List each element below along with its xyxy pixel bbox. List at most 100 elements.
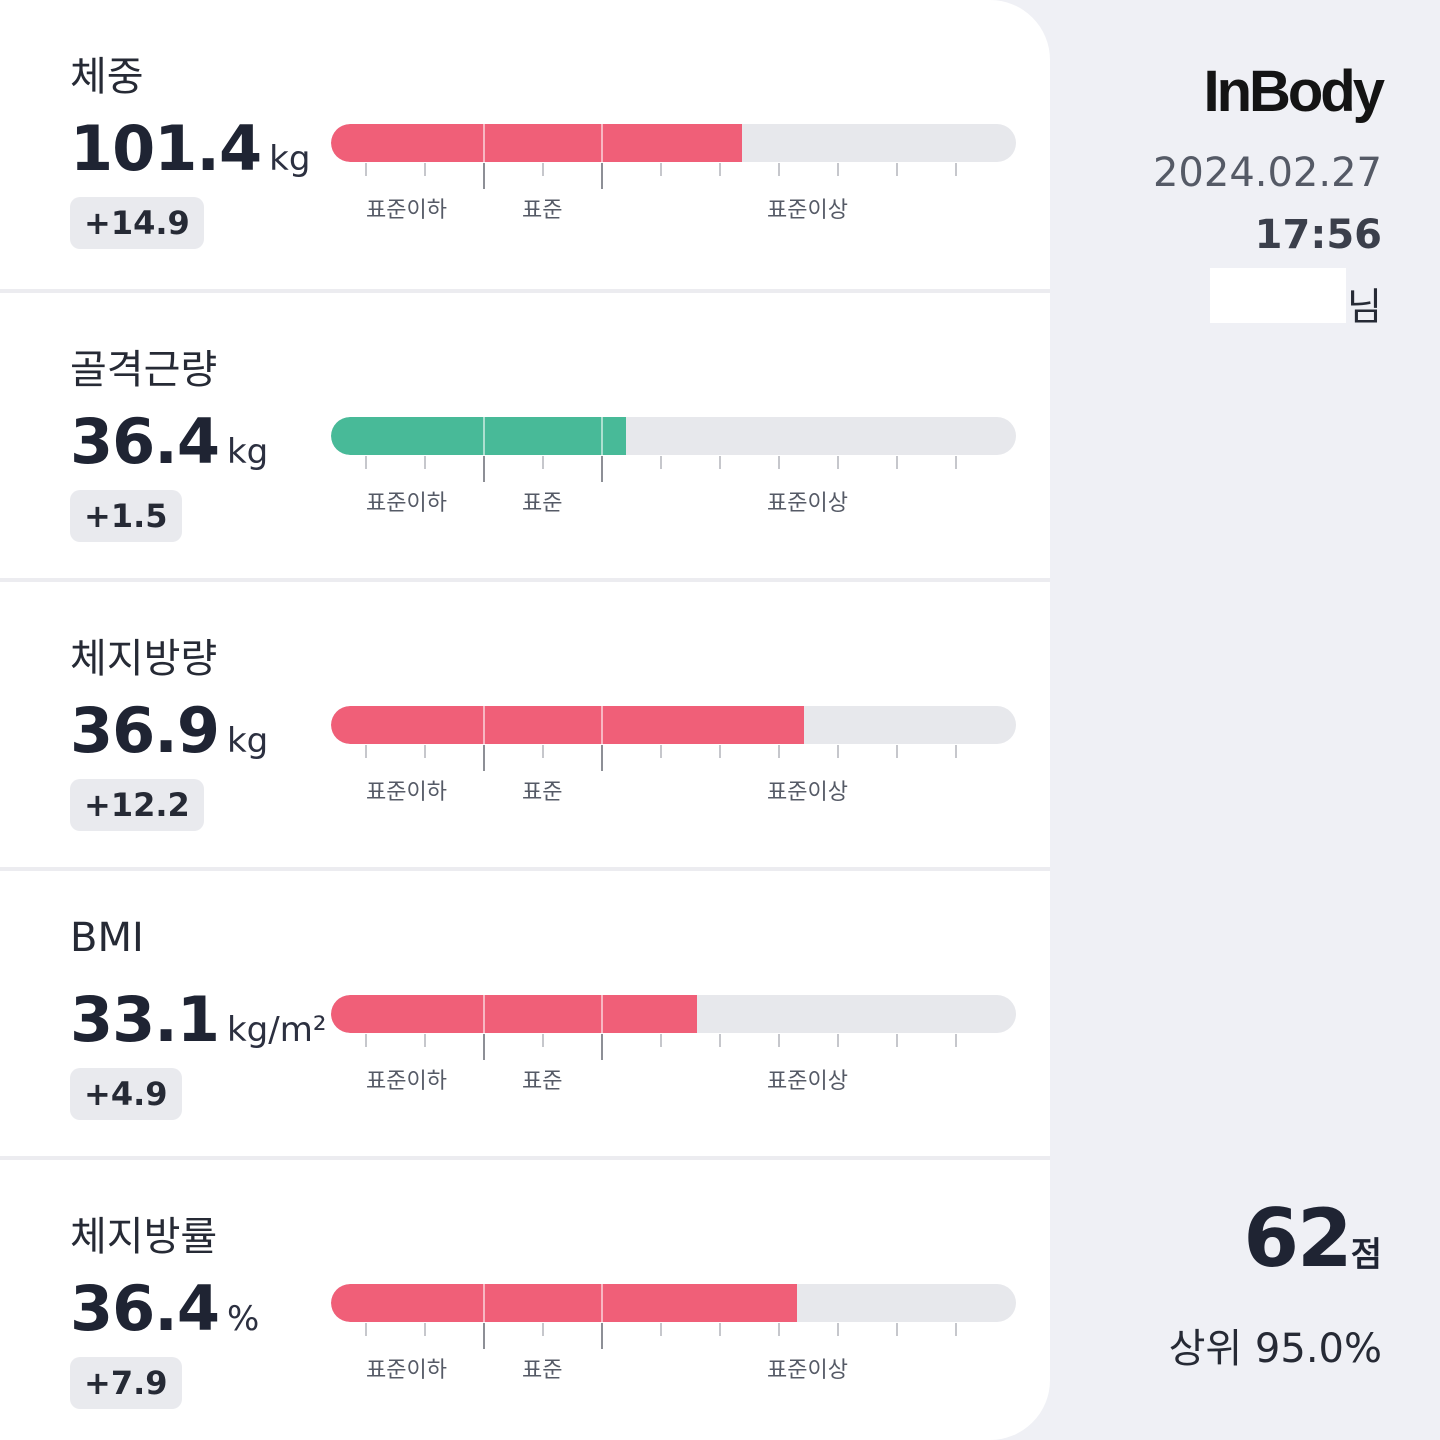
metric-delta-badge: +12.2 (70, 779, 204, 831)
scale-major-tick (601, 1323, 603, 1349)
scale-tick (365, 1323, 367, 1336)
scale-tick (660, 163, 662, 176)
metric-unit: % (226, 1299, 260, 1339)
scale-tick (542, 163, 544, 176)
metric-title: BMI (70, 915, 144, 961)
zone-label: 표준이하 (366, 1069, 447, 1094)
scale-tick (955, 1034, 957, 1047)
scale-major-tick (483, 163, 485, 189)
metric-level-fill (331, 417, 626, 455)
scale-tick (896, 456, 898, 469)
scale-tick (660, 456, 662, 469)
zone-divider (601, 417, 603, 455)
metric-level-fill (331, 124, 742, 162)
metric-row: 체지방률 36.4% +7.9 표준이하 표준 표준이상 (0, 1156, 1050, 1440)
scale-tick (837, 456, 839, 469)
metric-unit: kg (269, 139, 311, 179)
scale-tick (542, 1323, 544, 1336)
scale-tick (660, 1034, 662, 1047)
metric-row: 골격근량 36.4 kg +1.5 표준이하 표준 표준이상 (0, 289, 1050, 575)
scale-tick (896, 1034, 898, 1047)
score-rank: 상위 95.0% (1168, 1326, 1382, 1372)
scale-tick (778, 745, 780, 758)
zone-label: 표준이상 (767, 491, 848, 516)
metric-unit: kg (226, 432, 269, 472)
scale-tick (424, 456, 426, 469)
metric-level-bar (331, 417, 1016, 455)
zone-divider (601, 1284, 603, 1322)
metric-level-bar (331, 706, 1016, 744)
metric-value-group: 33.1 kg/m² (70, 983, 326, 1056)
score: 62점 (1243, 1192, 1382, 1285)
zone-label: 표준이하 (366, 1358, 447, 1383)
zone-divider (483, 995, 485, 1033)
scale-major-tick (601, 1034, 603, 1060)
metric-delta-badge: +7.9 (70, 1357, 182, 1409)
scale-tick (719, 163, 721, 176)
metric-title: 체지방률 (70, 1214, 218, 1260)
metric-level-fill (331, 1284, 797, 1322)
scale-tick (778, 163, 780, 176)
scale-tick (365, 163, 367, 176)
user-name-suffix: 님 (1347, 285, 1382, 329)
metric-delta-badge: +14.9 (70, 197, 204, 249)
scale-major-tick (601, 456, 603, 482)
metric-level-fill (331, 995, 698, 1033)
metric-unit: kg (226, 721, 269, 761)
zone-label: 표준 (522, 198, 563, 223)
zone-divider (483, 706, 485, 744)
scale-tick (424, 1034, 426, 1047)
metric-value-group: 36.4 kg (70, 405, 268, 478)
metric-row: 체지방량 36.9 kg +12.2 표준이하 표준 표준이상 (0, 578, 1050, 864)
scale-tick (778, 1323, 780, 1336)
metric-value: 33.1 (70, 983, 220, 1056)
score-value: 62 (1243, 1192, 1352, 1285)
zone-divider (483, 124, 485, 162)
scale-tick (896, 745, 898, 758)
brand-logo: InBody (1203, 59, 1385, 124)
zone-label: 표준 (522, 780, 563, 805)
scale-tick (955, 745, 957, 758)
metric-value-group: 101.4 kg (70, 112, 310, 185)
scale-tick (896, 163, 898, 176)
metric-level-bar (331, 1284, 1016, 1322)
zone-label: 표준이상 (767, 1358, 848, 1383)
scale-tick (719, 456, 721, 469)
scale-tick (955, 1323, 957, 1336)
scale-tick (955, 163, 957, 176)
metric-title: 체중 (70, 54, 144, 100)
measurement-time: 17:56 (1254, 212, 1382, 258)
metric-value: 36.4 (70, 405, 220, 478)
metric-level-fill (331, 706, 804, 744)
scale-tick (365, 745, 367, 758)
metric-level-bar (331, 995, 1016, 1033)
scale-major-tick (483, 456, 485, 482)
scale-tick (660, 745, 662, 758)
metric-value-group: 36.9 kg (70, 694, 268, 767)
scale-tick (955, 456, 957, 469)
metric-value: 36.4 (70, 1272, 220, 1345)
user-name-redacted (1210, 268, 1346, 323)
scale-tick (778, 1034, 780, 1047)
metric-value-group: 36.4% (70, 1272, 259, 1345)
scale-tick (424, 745, 426, 758)
metric-delta-badge: +1.5 (70, 490, 182, 542)
scale-major-tick (483, 745, 485, 771)
zone-label: 표준이하 (366, 198, 447, 223)
metric-title: 체지방량 (70, 636, 218, 682)
scale-tick (778, 456, 780, 469)
zone-divider (601, 995, 603, 1033)
metric-row: BMI 33.1 kg/m² +4.9 표준이하 표준 표준이상 (0, 867, 1050, 1153)
scale-tick (365, 1034, 367, 1047)
zone-divider (483, 417, 485, 455)
scale-tick (896, 1323, 898, 1336)
zone-divider (601, 706, 603, 744)
zone-label: 표준 (522, 1069, 563, 1094)
zone-label: 표준이상 (767, 198, 848, 223)
zone-label: 표준이상 (767, 780, 848, 805)
scale-major-tick (483, 1323, 485, 1349)
metric-value: 101.4 (70, 112, 262, 185)
scale-tick (719, 1323, 721, 1336)
scale-tick (424, 163, 426, 176)
scale-tick (837, 163, 839, 176)
